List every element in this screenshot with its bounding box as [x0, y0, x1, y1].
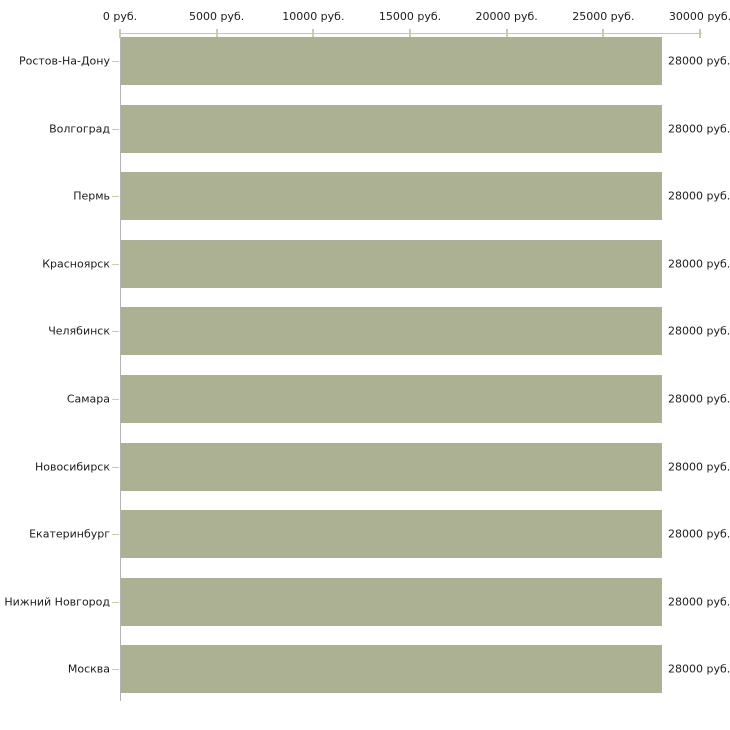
- category-tick: [112, 196, 119, 197]
- category-label: Нижний Новгород: [4, 595, 110, 609]
- category-label: Новосибирск: [34, 460, 110, 474]
- y-axis-line: [120, 33, 121, 702]
- x-axis-tick: [409, 29, 411, 38]
- category-tick: [112, 264, 119, 265]
- bar: [121, 37, 662, 85]
- category-tick: [112, 602, 119, 603]
- value-label: 28000 руб.: [668, 54, 730, 68]
- category-label: Красноярск: [42, 257, 110, 271]
- x-axis-tick-label: 10000 руб.: [282, 10, 345, 23]
- x-axis-line: [120, 33, 702, 34]
- x-axis-tick-label: 20000 руб.: [475, 10, 538, 23]
- x-axis-tick: [119, 29, 121, 38]
- x-axis-tick-label: 30000 руб.: [668, 10, 730, 23]
- x-axis-tick-label: 0 руб.: [102, 10, 138, 23]
- x-axis-tick: [505, 29, 508, 38]
- category-tick: [112, 331, 119, 332]
- category-label: Ростов-На-Дону: [18, 54, 110, 68]
- x-axis-tick: [312, 29, 315, 38]
- bar: [121, 510, 662, 559]
- category-tick: [112, 467, 119, 468]
- bar: [121, 645, 662, 694]
- bar: [121, 172, 662, 221]
- category-tick: [112, 669, 119, 670]
- value-label: 28000 руб.: [668, 257, 730, 271]
- category-label: Челябинск: [48, 324, 110, 338]
- bar: [121, 442, 662, 491]
- category-label: Пермь: [73, 189, 110, 203]
- value-label: 28000 руб.: [668, 460, 730, 474]
- bar: [121, 375, 662, 423]
- category-tick: [112, 534, 119, 535]
- category-label: Москва: [67, 662, 110, 676]
- bar: [121, 104, 662, 153]
- value-label: 28000 руб.: [668, 122, 730, 136]
- x-axis-tick-label: 15000 руб.: [378, 10, 442, 23]
- category-label: Самара: [66, 392, 110, 406]
- value-label: 28000 руб.: [668, 662, 730, 676]
- value-label: 28000 руб.: [668, 324, 730, 338]
- category-label: Волгоград: [49, 122, 110, 136]
- value-label: 28000 руб.: [668, 595, 730, 609]
- x-axis-tick: [215, 29, 218, 38]
- value-label: 28000 руб.: [668, 189, 730, 203]
- x-axis-tick-label: 25000 руб.: [572, 10, 635, 23]
- bar: [121, 239, 662, 288]
- bar: [121, 577, 662, 626]
- x-axis-tick: [602, 29, 605, 38]
- value-label: 28000 руб.: [668, 392, 730, 406]
- category-tick: [112, 129, 119, 130]
- category-tick: [112, 399, 119, 400]
- x-axis-tick: [699, 29, 701, 38]
- x-axis-tick-label: 5000 руб.: [189, 10, 245, 23]
- category-tick: [112, 61, 119, 62]
- value-label: 28000 руб.: [668, 527, 730, 541]
- category-label: Екатеринбург: [29, 527, 110, 541]
- bar: [121, 307, 662, 356]
